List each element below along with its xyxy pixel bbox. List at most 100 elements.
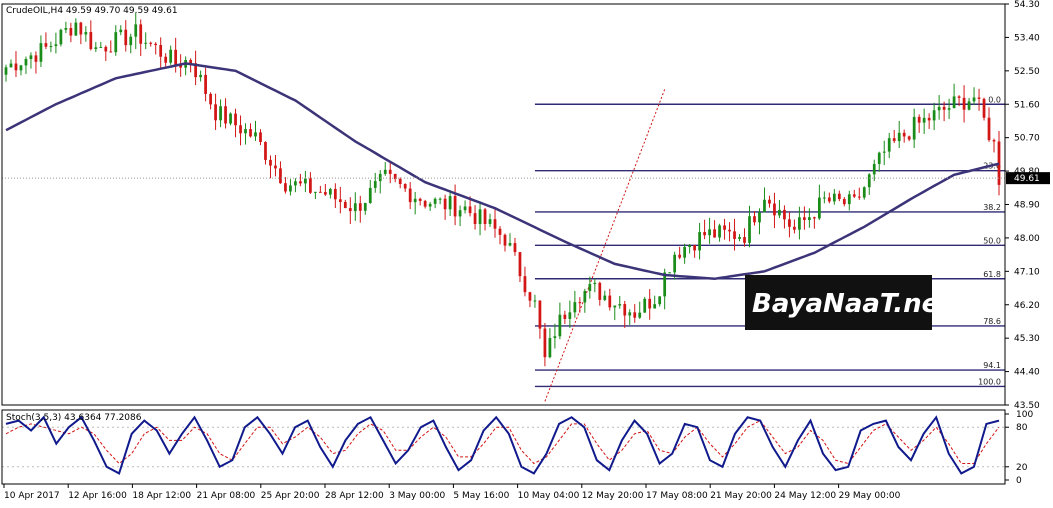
candle-body bbox=[9, 63, 13, 68]
time-tick-label: 25 Apr 20:00 bbox=[261, 491, 320, 501]
candle-body bbox=[977, 97, 981, 99]
candle-body bbox=[483, 209, 487, 224]
candle-body bbox=[89, 32, 93, 50]
candle-body bbox=[548, 338, 552, 358]
candle-body bbox=[902, 132, 906, 137]
candle-body bbox=[249, 129, 252, 137]
candle-body bbox=[463, 206, 467, 211]
candle-body bbox=[413, 198, 417, 203]
candle-body bbox=[368, 187, 372, 204]
candle-body bbox=[383, 169, 387, 174]
candle-body bbox=[553, 336, 557, 339]
candle-body bbox=[588, 284, 592, 291]
candle-body bbox=[84, 32, 88, 35]
candle-body bbox=[638, 312, 642, 318]
candle-body bbox=[753, 216, 756, 223]
candle-body bbox=[259, 132, 262, 142]
candle-body bbox=[338, 199, 342, 203]
candle-body bbox=[942, 106, 946, 110]
time-tick-label: 12 May 20:00 bbox=[582, 491, 644, 501]
candle-body bbox=[703, 232, 706, 236]
candle-body bbox=[962, 97, 966, 110]
moving-average-line[interactable] bbox=[5, 62, 1000, 281]
candle-body bbox=[328, 188, 332, 195]
candle-body bbox=[104, 46, 108, 52]
candle-body bbox=[957, 96, 961, 98]
candle-body bbox=[224, 106, 227, 124]
candle-body bbox=[708, 229, 711, 236]
price-tick-label: 52.50 bbox=[1014, 67, 1040, 77]
candle-body bbox=[882, 151, 886, 153]
price-tick-label: 46.20 bbox=[1014, 301, 1040, 311]
candle-body bbox=[987, 117, 991, 141]
logo-background bbox=[745, 275, 932, 330]
time-tick-label: 28 Apr 12:00 bbox=[325, 491, 384, 501]
candle-body bbox=[254, 132, 257, 137]
fib-level-label: 94.1 bbox=[983, 361, 1001, 370]
candle-body bbox=[333, 188, 337, 200]
candle-body bbox=[628, 312, 632, 316]
candle-body bbox=[723, 225, 726, 230]
fib-level-label: 38.2 bbox=[983, 203, 1001, 212]
candle-body bbox=[79, 22, 83, 35]
stoch-tick-label: 80 bbox=[1016, 423, 1028, 433]
stochastic-pane[interactable] bbox=[2, 415, 1005, 475]
stochastic-pane-frame bbox=[1, 409, 1006, 485]
candle-body bbox=[713, 229, 716, 238]
candle-body bbox=[738, 237, 741, 239]
candle-body bbox=[847, 194, 851, 205]
candle-body bbox=[348, 208, 352, 212]
candle-body bbox=[997, 141, 1001, 185]
candle-body bbox=[937, 106, 941, 111]
candle-body bbox=[279, 168, 282, 184]
candle-body bbox=[144, 42, 148, 44]
candle-body bbox=[573, 302, 577, 313]
candle-body bbox=[398, 179, 402, 184]
candle-body bbox=[174, 49, 178, 65]
fib-level-label: 0.0 bbox=[988, 95, 1001, 104]
candle-body bbox=[114, 32, 118, 53]
candle-body bbox=[358, 203, 362, 211]
stoch-signal-line[interactable] bbox=[5, 419, 1000, 465]
candle-body bbox=[513, 243, 517, 253]
candle-body bbox=[423, 200, 427, 207]
candle-body bbox=[523, 276, 527, 293]
candle-body bbox=[593, 282, 597, 285]
time-tick-label: 29 May 00:00 bbox=[839, 491, 901, 501]
time-tick-label: 3 May 00:00 bbox=[389, 491, 445, 501]
candle-body bbox=[154, 43, 158, 46]
stoch-tick-label: 20 bbox=[1016, 463, 1028, 473]
candle-body bbox=[373, 181, 377, 188]
candle-body bbox=[822, 197, 826, 199]
stoch-tick-label: 100 bbox=[1016, 410, 1033, 420]
candle-body bbox=[304, 178, 307, 184]
candle-body bbox=[448, 196, 452, 210]
candle-body bbox=[633, 312, 637, 318]
candle-body bbox=[189, 59, 193, 64]
price-pane-frame bbox=[1, 3, 1006, 406]
candle-body bbox=[728, 229, 731, 232]
candle-body bbox=[44, 43, 48, 47]
candle-body bbox=[134, 24, 138, 37]
candle-body bbox=[812, 217, 816, 219]
candle-body bbox=[613, 305, 617, 308]
candle-body bbox=[992, 140, 996, 142]
stoch-main-line[interactable] bbox=[5, 415, 1000, 475]
candle-body bbox=[827, 197, 831, 202]
candle-body bbox=[862, 187, 866, 198]
candle-body bbox=[618, 304, 622, 306]
price-tick-label: 54.30 bbox=[1014, 0, 1040, 10]
candle-body bbox=[473, 213, 477, 225]
candle-body bbox=[498, 228, 502, 235]
price-tick-label: 49.80 bbox=[1014, 167, 1040, 177]
stoch-tick-label: 0 bbox=[1016, 476, 1022, 486]
candle-body bbox=[363, 203, 367, 211]
fib-level-label: 61.8 bbox=[983, 270, 1001, 279]
price-tick-label: 43.50 bbox=[1014, 401, 1040, 411]
candle-body bbox=[947, 108, 951, 110]
price-tick-label: 44.40 bbox=[1014, 368, 1040, 378]
watermark-logo: BayaNaaT.net bbox=[745, 275, 953, 330]
candle-body bbox=[274, 165, 277, 169]
